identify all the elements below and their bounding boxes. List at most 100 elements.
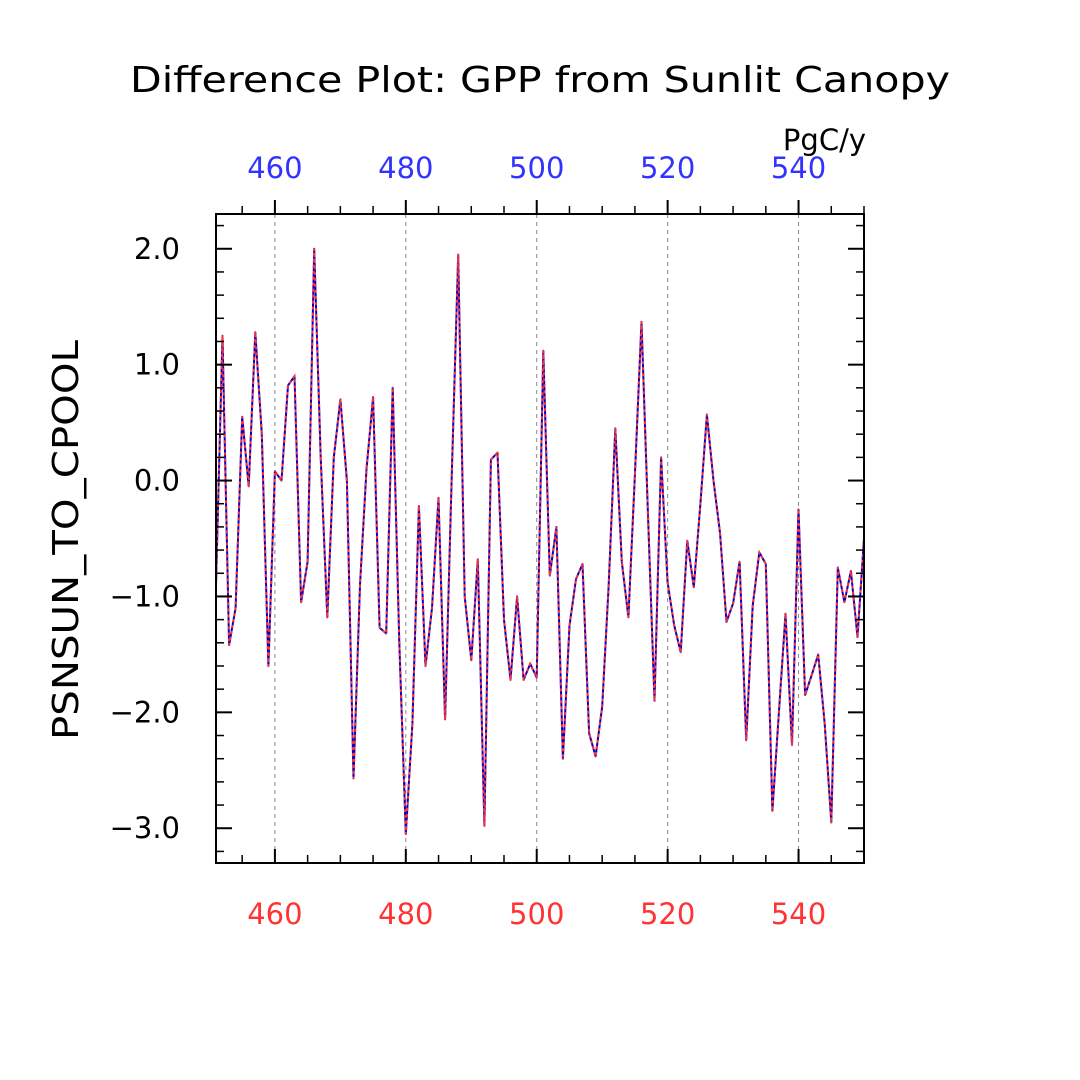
y-tick-label: 2.0 xyxy=(134,232,180,266)
data-point xyxy=(823,723,826,725)
tick-labels: 460 460 480 480 500 500 520 520 540 540 2.0 1.0 0.0 −… xyxy=(110,151,827,931)
data-point xyxy=(274,470,276,473)
data-point xyxy=(365,468,368,470)
data-point xyxy=(601,705,603,708)
data-point xyxy=(837,566,839,569)
data-point xyxy=(719,531,721,534)
data-point xyxy=(784,613,787,615)
data-point xyxy=(666,581,669,584)
y-tick-label: −3.0 xyxy=(110,811,180,845)
series-line-dashed xyxy=(215,248,865,835)
data-point xyxy=(470,659,473,661)
data-point xyxy=(745,739,747,741)
data-point xyxy=(287,384,289,387)
data-point xyxy=(542,350,545,352)
data-point xyxy=(614,427,617,430)
data-point xyxy=(699,502,702,505)
data-point xyxy=(437,497,440,499)
data-point xyxy=(686,540,689,542)
data-point xyxy=(339,398,342,401)
x-tick-label-bottom: 500 xyxy=(509,897,564,931)
chart-title: Difference Plot: GPP from Sunlit Canopy xyxy=(130,60,950,101)
data-point xyxy=(856,636,859,638)
data-point xyxy=(234,607,237,609)
data-point xyxy=(751,604,754,607)
x-tick-label-top: 460 xyxy=(247,151,302,185)
data-point xyxy=(359,584,361,586)
data-point xyxy=(732,602,734,605)
data-point xyxy=(280,479,283,482)
data-point xyxy=(241,416,243,418)
x-tick-label-bottom: 480 xyxy=(378,897,433,931)
data-point xyxy=(411,723,414,725)
data-point xyxy=(830,821,833,824)
data-point xyxy=(679,651,682,653)
data-point xyxy=(300,601,302,603)
data-point xyxy=(706,413,708,416)
data-point xyxy=(319,456,322,459)
x-tick-label-bottom: 540 xyxy=(771,897,826,931)
data-point xyxy=(791,744,793,746)
units-label: PgC/y xyxy=(783,123,866,157)
data-point xyxy=(529,662,531,665)
data-point xyxy=(778,711,780,714)
data-point xyxy=(450,479,453,482)
y-tick-label: −1.0 xyxy=(110,579,180,613)
data-point xyxy=(640,321,643,323)
data-point xyxy=(221,334,224,337)
y-tick-label: 0.0 xyxy=(134,464,180,498)
data-point xyxy=(647,514,649,517)
data-point xyxy=(797,508,800,511)
data-point xyxy=(575,578,577,580)
data-point xyxy=(843,601,846,603)
data-point xyxy=(627,616,630,619)
data-point xyxy=(712,479,715,482)
data-point xyxy=(562,757,564,760)
data-point xyxy=(535,676,538,679)
data-point xyxy=(326,616,329,619)
data-point xyxy=(771,810,774,812)
data-point xyxy=(725,621,728,623)
data-point xyxy=(313,248,316,250)
data-point xyxy=(555,526,558,528)
data-point xyxy=(398,642,401,644)
data-point xyxy=(463,595,466,598)
data-point xyxy=(267,665,270,667)
y-axis-label: PSNSUN_TO_CPOOL xyxy=(46,340,87,740)
data-point xyxy=(817,653,819,656)
data-point xyxy=(607,584,610,586)
data-point xyxy=(261,433,263,436)
data-point xyxy=(444,718,446,721)
data-point xyxy=(293,375,296,378)
data-point xyxy=(418,505,420,507)
data-point xyxy=(810,674,813,677)
x-tick-label-bottom: 520 xyxy=(640,897,695,931)
y-tick-label: −2.0 xyxy=(110,695,180,729)
data-point xyxy=(306,560,309,563)
data-point xyxy=(372,396,374,398)
data-point xyxy=(804,694,806,696)
data-point xyxy=(738,560,741,563)
data-point xyxy=(503,618,505,621)
data-point xyxy=(431,607,433,609)
data-point xyxy=(247,485,250,488)
data-point xyxy=(490,458,492,461)
data-point xyxy=(457,253,460,256)
data-point xyxy=(765,563,767,565)
data-point xyxy=(522,679,525,681)
data-point xyxy=(346,479,348,482)
data-point xyxy=(391,387,394,389)
series-line-solid xyxy=(215,247,865,835)
data-point xyxy=(509,679,512,681)
x-tick-label-bottom: 460 xyxy=(247,897,302,931)
data-point xyxy=(378,626,381,629)
series-lines xyxy=(215,247,865,835)
data-point xyxy=(254,331,257,334)
data-point xyxy=(758,551,761,554)
x-tick-label-top: 540 xyxy=(771,151,826,185)
data-point xyxy=(660,456,662,459)
data-point xyxy=(483,825,486,827)
data-point xyxy=(850,570,852,572)
data-point xyxy=(581,563,584,565)
data-point xyxy=(516,595,518,598)
